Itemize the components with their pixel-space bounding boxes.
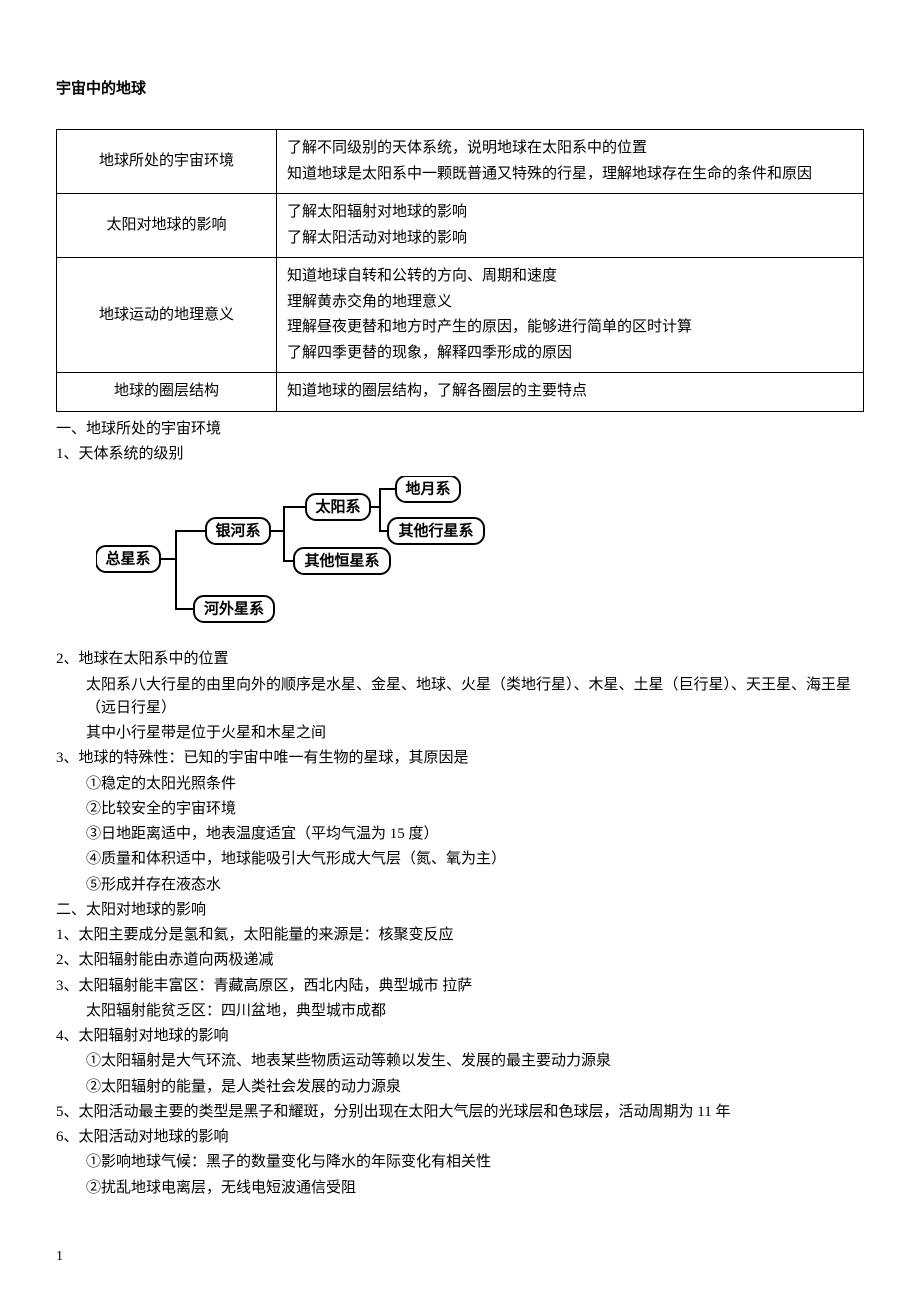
outline-detail: 知道地球的圈层结构，了解各圈层的主要特点: [277, 373, 864, 412]
table-row: 地球所处的宇宙环境 了解不同级别的天体系统，说明地球在太阳系中的位置知道地球是太…: [57, 130, 864, 194]
sec2-item-6a: ①影响地球气候：黑子的数量变化与降水的年际变化有相关性: [56, 1151, 864, 1174]
sec2-item-4: 4、太阳辐射对地球的影响: [56, 1025, 864, 1048]
outline-topic: 地球运动的地理意义: [57, 258, 277, 373]
sec2-item-5: 5、太阳活动最主要的类型是黑子和耀斑，分别出现在太阳大气层的光球层和色球层，活动…: [56, 1101, 864, 1124]
sec1-item-3d: ④质量和体积适中，地球能吸引大气形成大气层（氮、氧为主）: [56, 848, 864, 871]
node-zongxingxi: 总星系: [105, 550, 150, 568]
outline-table: 地球所处的宇宙环境 了解不同级别的天体系统，说明地球在太阳系中的位置知道地球是太…: [56, 129, 864, 412]
node-hewaixingxi: 河外星系: [204, 600, 264, 618]
table-row: 地球的圈层结构 知道地球的圈层结构，了解各圈层的主要特点: [57, 373, 864, 412]
node-yinhexi: 银河系: [215, 522, 260, 540]
node-diyuexi: 地月系: [405, 480, 450, 498]
sec2-item-2: 2、太阳辐射能由赤道向两极递减: [56, 949, 864, 972]
sec1-item-3a: ①稳定的太阳光照条件: [56, 773, 864, 796]
node-taiyangxi: 太阳系: [315, 498, 360, 516]
outline-detail: 知道地球自转和公转的方向、周期和速度理解黄赤交角的地理意义理解昼夜更替和地方时产…: [277, 258, 864, 373]
outline-detail: 了解不同级别的天体系统，说明地球在太阳系中的位置知道地球是太阳系中一颗既普通又特…: [277, 130, 864, 194]
section-2-heading: 二、太阳对地球的影响: [56, 899, 864, 922]
section-1-heading: 一、地球所处的宇宙环境: [56, 418, 864, 441]
sec2-item-6: 6、太阳活动对地球的影响: [56, 1126, 864, 1149]
node-qitahengxingxi: 其他恒星系: [304, 552, 379, 570]
sec1-item-3e: ⑤形成并存在液态水: [56, 874, 864, 897]
outline-topic: 地球所处的宇宙环境: [57, 130, 277, 194]
sec1-item-1: 1、天体系统的级别: [56, 443, 864, 466]
sec2-item-6b: ②扰乱地球电离层，无线电短波通信受阻: [56, 1177, 864, 1200]
page-number: 1: [56, 1246, 63, 1268]
table-row: 太阳对地球的影响 了解太阳辐射对地球的影响了解太阳活动对地球的影响: [57, 194, 864, 258]
table-row: 地球运动的地理意义 知道地球自转和公转的方向、周期和速度理解黄赤交角的地理意义理…: [57, 258, 864, 373]
outline-topic: 地球的圈层结构: [57, 373, 277, 412]
page-title: 宇宙中的地球: [56, 78, 864, 101]
celestial-system-diagram: 总星系 银河系 河外星系 太阳系 其他恒星系 地月系 其他行星系: [96, 476, 864, 636]
sec1-item-2b: 其中小行星带是位于火星和木星之间: [56, 722, 864, 745]
sec2-item-3: 3、太阳辐射能丰富区：青藏高原区，西北内陆，典型城市 拉萨: [56, 975, 864, 998]
outline-topic: 太阳对地球的影响: [57, 194, 277, 258]
sec2-item-1: 1、太阳主要成分是氢和氦，太阳能量的来源是：核聚变反应: [56, 924, 864, 947]
sec2-item-4a: ①太阳辐射是大气环流、地表某些物质运动等赖以发生、发展的最主要动力源泉: [56, 1050, 864, 1073]
sec1-item-2: 2、地球在太阳系中的位置: [56, 648, 864, 671]
sec1-item-3b: ②比较安全的宇宙环境: [56, 798, 864, 821]
sec2-item-3a: 太阳辐射能贫乏区：四川盆地，典型城市成都: [56, 1000, 864, 1023]
sec1-item-3c: ③日地距离适中，地表温度适宜（平均气温为 15 度）: [56, 823, 864, 846]
sec1-item-2a: 太阳系八大行星的由里向外的顺序是水星、金星、地球、火星（类地行星）、木星、土星（…: [56, 674, 864, 721]
sec2-item-4b: ②太阳辐射的能量，是人类社会发展的动力源泉: [56, 1076, 864, 1099]
sec1-item-3: 3、地球的特殊性：已知的宇宙中唯一有生物的星球，其原因是: [56, 747, 864, 770]
outline-detail: 了解太阳辐射对地球的影响了解太阳活动对地球的影响: [277, 194, 864, 258]
node-qitaxingxingxi: 其他行星系: [398, 522, 473, 540]
